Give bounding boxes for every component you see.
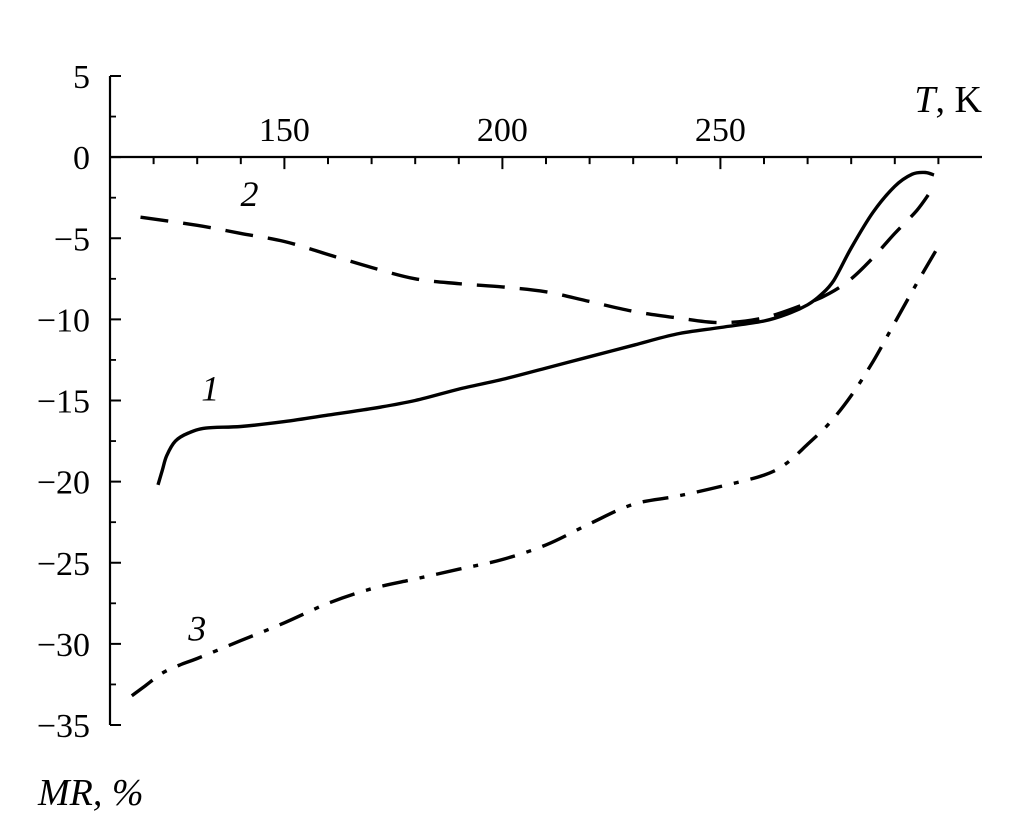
x-tick-label: 200: [477, 112, 528, 149]
series-2-line: [140, 191, 932, 325]
series-3-label: 3: [187, 609, 206, 649]
x-axis-unit: , K: [936, 79, 983, 121]
series-labels: 1 2 3: [187, 174, 258, 649]
x-axis-variable: T: [914, 79, 938, 121]
series-1-line: [156, 170, 935, 486]
y-axis-variable: MR: [37, 772, 93, 814]
y-axis-title: MR, %: [37, 772, 144, 814]
y-tick-label: −10: [37, 302, 90, 339]
series-layer: [130, 170, 940, 698]
y-axis: 5 0 −5 −10 −15 −20 −25 −30 −35: [37, 59, 121, 745]
y-tick-labels: 5 0 −5 −10 −15 −20 −25 −30 −35: [37, 59, 90, 745]
series-2-label: 2: [241, 174, 259, 214]
y-axis-unit: , %: [93, 772, 144, 814]
x-tick-label: 250: [695, 112, 746, 149]
y-tick-label: −35: [37, 708, 90, 745]
y-tick-label: 0: [73, 140, 90, 177]
x-axis: 150 200 250: [110, 112, 982, 170]
x-axis-title: T, K: [914, 79, 982, 121]
y-tick-label: 5: [73, 59, 90, 96]
y-tick-label: −30: [37, 627, 90, 664]
series-1-label: 1: [201, 369, 219, 409]
y-ticks: [110, 75, 121, 726]
y-tick-label: −15: [37, 384, 90, 421]
y-tick-label: −5: [54, 221, 90, 258]
y-tick-label: −20: [37, 465, 90, 502]
x-ticks: [152, 157, 940, 170]
x-tick-label: 150: [259, 112, 310, 149]
y-tick-label: −25: [37, 546, 90, 583]
x-tick-labels: 150 200 250: [259, 112, 746, 149]
series-3-line: [130, 245, 940, 698]
